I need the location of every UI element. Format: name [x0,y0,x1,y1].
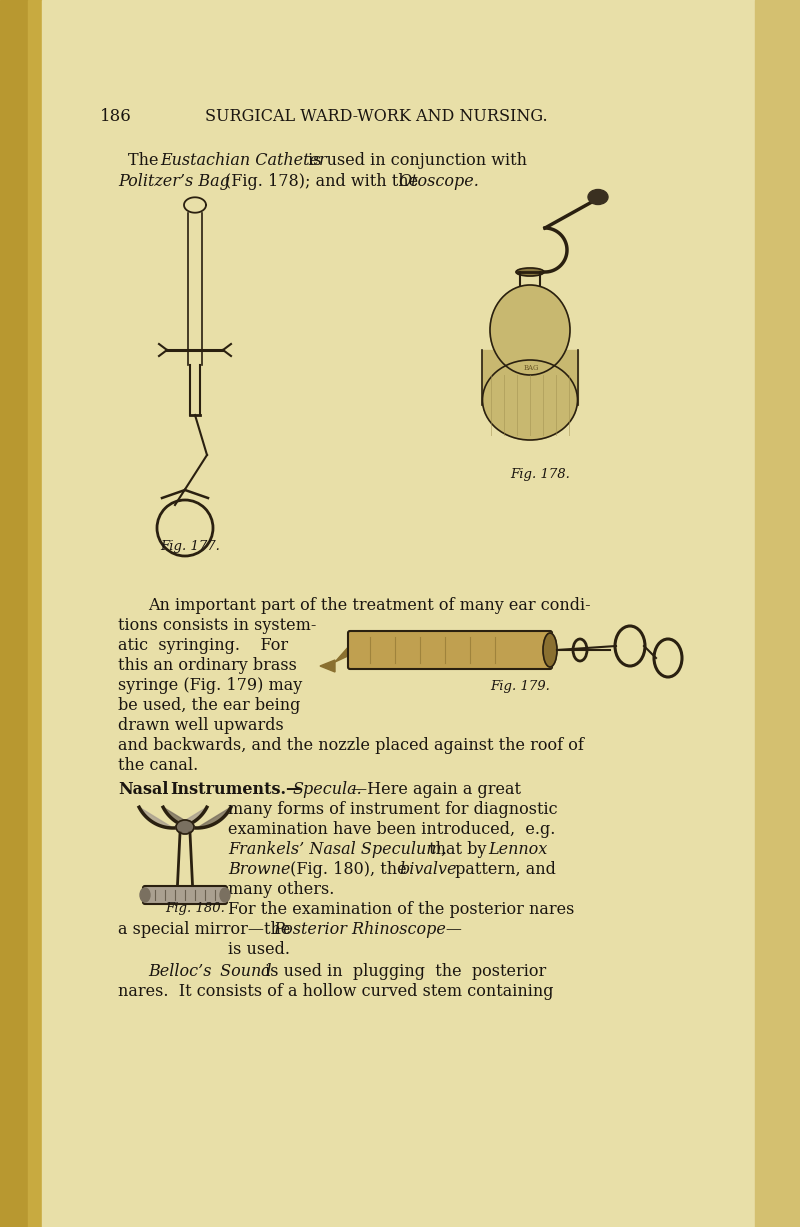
Text: and backwards, and the nozzle placed against the roof of: and backwards, and the nozzle placed aga… [118,737,584,755]
Text: Frankels’ Nasal Speculum,: Frankels’ Nasal Speculum, [228,840,446,858]
Text: Politzer’s Bag: Politzer’s Bag [118,173,230,190]
Text: 186: 186 [100,108,132,125]
Ellipse shape [588,189,608,205]
Ellipse shape [516,267,544,276]
Text: Specula.: Specula. [293,782,362,798]
Text: Lennox: Lennox [488,840,547,858]
Text: that by: that by [424,840,491,858]
Text: (Fig. 178); and with the: (Fig. 178); and with the [225,173,423,190]
Text: atic  syringing.    For: atic syringing. For [118,637,288,654]
FancyBboxPatch shape [143,886,227,904]
Text: Eustachian Catheter: Eustachian Catheter [160,152,326,169]
Polygon shape [320,660,335,672]
Bar [482,350,578,405]
Text: (Fig. 180), the: (Fig. 180), the [285,861,412,879]
Text: nares.  It consists of a hollow curved stem containing: nares. It consists of a hollow curved st… [118,983,554,1000]
Text: is used in  plugging  the  posterior: is used in plugging the posterior [260,963,546,980]
Text: BAG: BAG [524,364,539,372]
Text: Posterior Rhinoscope—: Posterior Rhinoscope— [273,921,462,937]
Text: bivalve: bivalve [399,861,457,879]
Text: is used.: is used. [228,941,290,958]
Text: SURGICAL WARD-WORK AND NURSING.: SURGICAL WARD-WORK AND NURSING. [205,108,548,125]
Polygon shape [163,807,231,828]
Ellipse shape [490,285,570,375]
Text: drawn well upwards: drawn well upwards [118,717,284,734]
FancyBboxPatch shape [348,631,552,669]
Text: tions consists in system-: tions consists in system- [118,617,316,634]
Text: is used in conjunction with: is used in conjunction with [303,152,527,169]
Text: Browne: Browne [228,861,290,879]
Ellipse shape [220,888,230,902]
Ellipse shape [140,888,150,902]
Text: An important part of the treatment of many ear condi-: An important part of the treatment of ma… [148,598,590,614]
Text: examination have been introduced,  e.g.: examination have been introduced, e.g. [228,821,555,838]
Ellipse shape [176,820,194,834]
Text: be used, the ear being: be used, the ear being [118,697,300,714]
Text: Fig. 180.: Fig. 180. [165,902,225,915]
Text: many others.: many others. [228,881,334,898]
Polygon shape [139,807,207,828]
Text: pattern, and: pattern, and [450,861,556,879]
Ellipse shape [482,360,578,440]
Text: Instruments.—: Instruments.— [170,782,302,798]
Text: Fig. 177.: Fig. 177. [160,540,220,553]
Text: Fig. 178.: Fig. 178. [510,467,570,481]
Text: Otoscope.: Otoscope. [398,173,479,190]
Text: Fig. 179.: Fig. 179. [490,680,550,693]
Polygon shape [335,645,350,663]
Bar [0,0,42,1227]
Text: a special mirror—the: a special mirror—the [118,921,295,937]
Text: —Here again a great: —Here again a great [351,782,521,798]
Text: The: The [128,152,164,169]
Text: this an ordinary brass: this an ordinary brass [118,656,297,674]
Bar [28,0,46,1227]
Text: Sound: Sound [215,963,271,980]
Bar [755,0,800,1227]
Text: syringe (Fig. 179) may: syringe (Fig. 179) may [118,677,302,694]
Text: many forms of instrument for diagnostic: many forms of instrument for diagnostic [228,801,558,818]
Ellipse shape [543,633,557,667]
Text: the canal.: the canal. [118,757,198,774]
Text: Belloc’s: Belloc’s [148,963,211,980]
Text: For the examination of the posterior nares: For the examination of the posterior nar… [228,901,574,918]
Text: Nasal: Nasal [118,782,168,798]
